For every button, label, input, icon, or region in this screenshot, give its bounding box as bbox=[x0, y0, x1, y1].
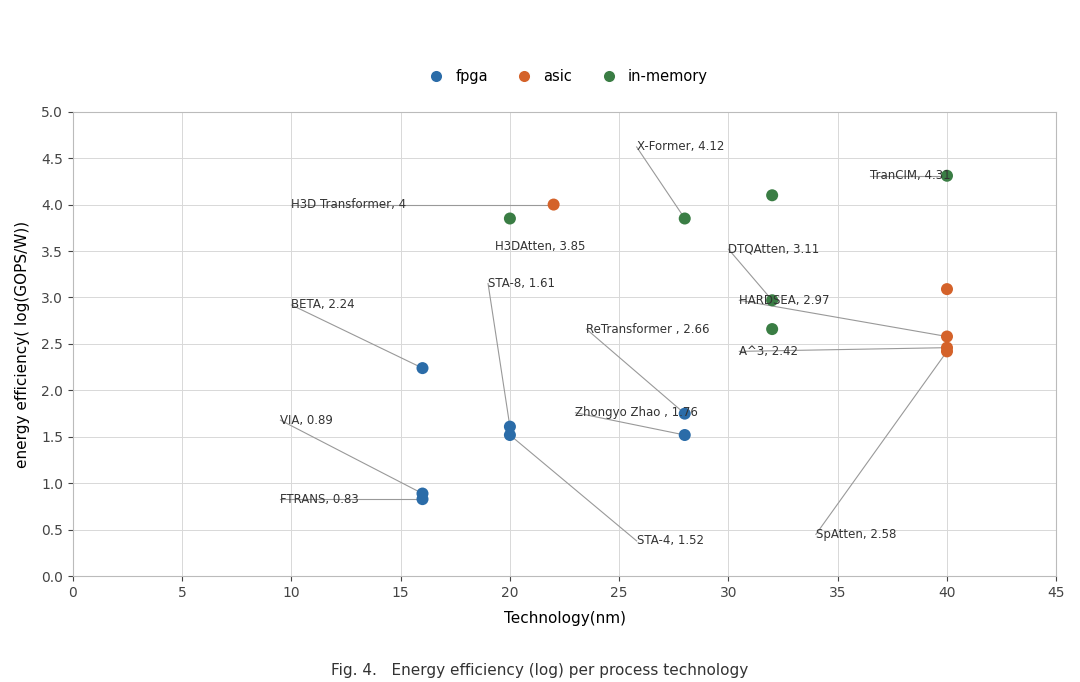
Point bbox=[939, 331, 956, 342]
Text: HARDSEA, 2.97: HARDSEA, 2.97 bbox=[740, 294, 829, 307]
Text: SpAtten, 2.58: SpAtten, 2.58 bbox=[815, 528, 896, 541]
Point bbox=[501, 213, 518, 224]
Point bbox=[939, 170, 956, 181]
Point bbox=[764, 190, 781, 201]
Text: FTRANS, 0.83: FTRANS, 0.83 bbox=[281, 492, 360, 505]
Text: ReTransformer , 2.66: ReTransformer , 2.66 bbox=[586, 323, 710, 336]
Text: STA-8, 1.61: STA-8, 1.61 bbox=[488, 277, 555, 290]
Point bbox=[764, 295, 781, 306]
Point bbox=[414, 494, 431, 505]
Point bbox=[414, 363, 431, 374]
Text: H3DAtten, 3.85: H3DAtten, 3.85 bbox=[495, 240, 585, 253]
Text: X-Former, 4.12: X-Former, 4.12 bbox=[636, 140, 724, 153]
Point bbox=[501, 430, 518, 441]
Point bbox=[501, 421, 518, 432]
Point bbox=[676, 213, 693, 224]
Text: BETA, 2.24: BETA, 2.24 bbox=[292, 299, 355, 312]
Text: DTQAtten, 3.11: DTQAtten, 3.11 bbox=[728, 243, 820, 256]
Text: VIA, 0.89: VIA, 0.89 bbox=[281, 414, 334, 427]
Text: Fig. 4.   Energy efficiency (log) per process technology: Fig. 4. Energy efficiency (log) per proc… bbox=[332, 663, 748, 678]
Point bbox=[676, 430, 693, 441]
X-axis label: Technology(nm): Technology(nm) bbox=[503, 611, 625, 626]
Point bbox=[939, 346, 956, 357]
Point bbox=[939, 342, 956, 353]
Y-axis label: energy efficiency( log(GOPS/W)): energy efficiency( log(GOPS/W)) bbox=[15, 220, 30, 467]
Text: H3D Transformer, 4: H3D Transformer, 4 bbox=[292, 198, 406, 211]
Text: A^3, 2.42: A^3, 2.42 bbox=[740, 345, 798, 358]
Point bbox=[545, 199, 563, 210]
Point bbox=[414, 488, 431, 499]
Legend: fpga, asic, in-memory: fpga, asic, in-memory bbox=[416, 63, 713, 90]
Text: Zhongyo Zhao , 1.76: Zhongyo Zhao , 1.76 bbox=[576, 406, 699, 419]
Text: TranCIM, 4.31: TranCIM, 4.31 bbox=[870, 169, 951, 182]
Point bbox=[764, 324, 781, 335]
Point bbox=[939, 284, 956, 295]
Point bbox=[676, 409, 693, 419]
Text: STA-4, 1.52: STA-4, 1.52 bbox=[636, 535, 704, 548]
